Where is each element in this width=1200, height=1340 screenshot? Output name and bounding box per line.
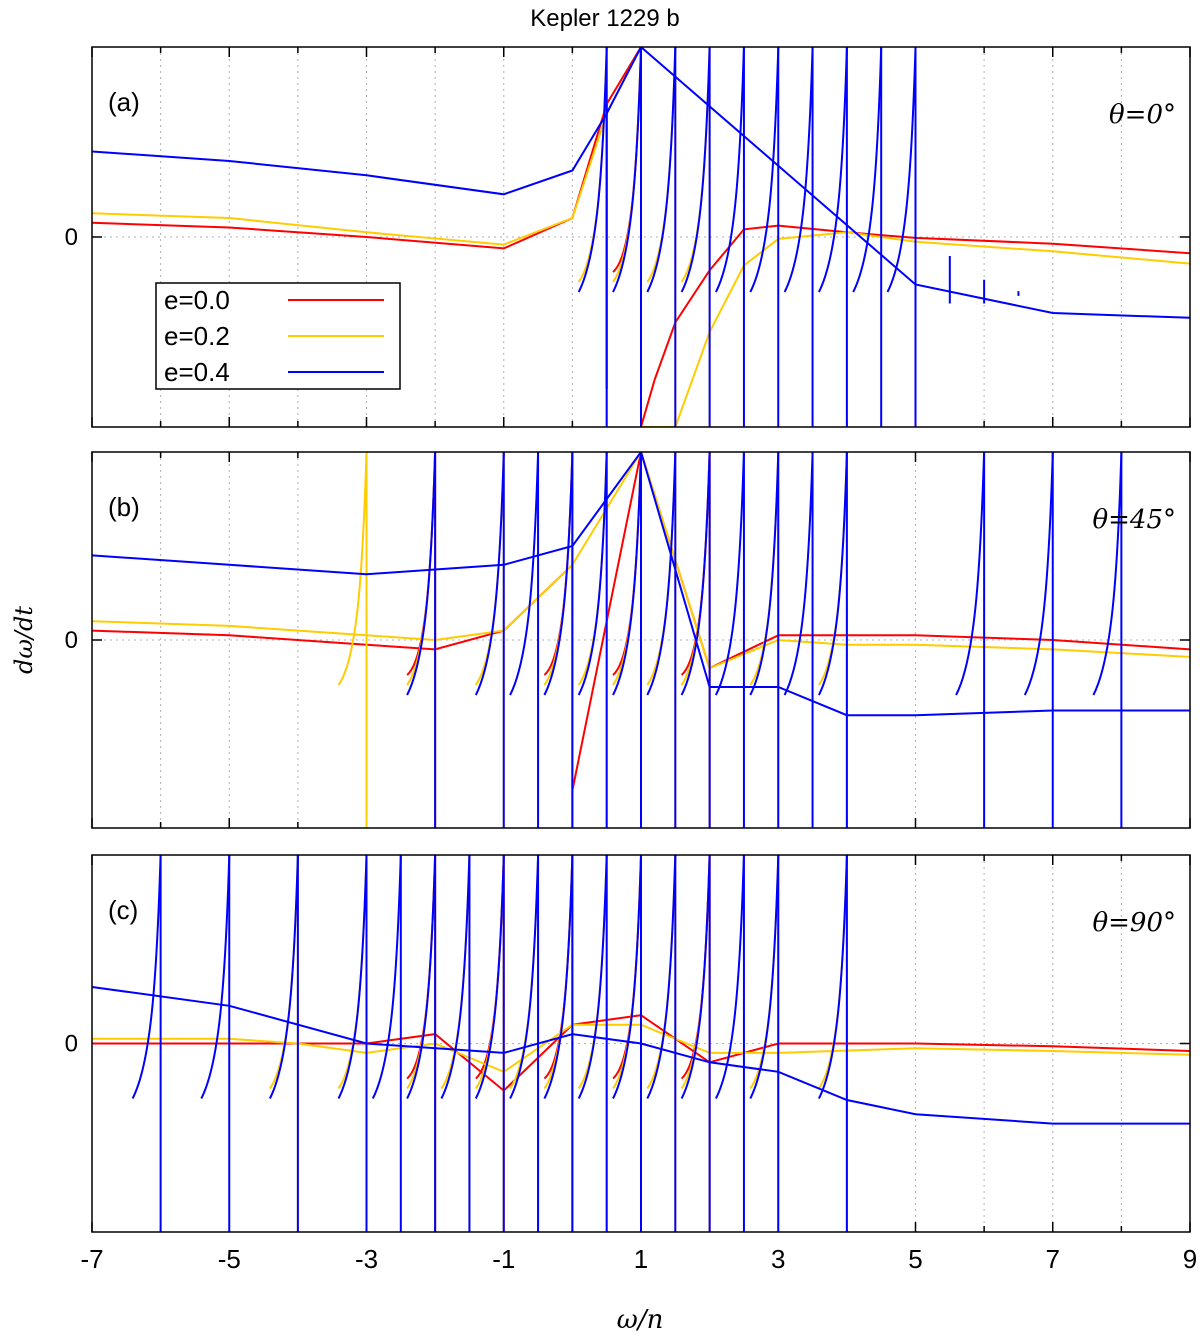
resonance-arm — [1092, 452, 1123, 696]
theta-label: θ=45° — [1092, 505, 1176, 535]
resonance-arm — [646, 47, 677, 293]
resonance-arm — [955, 452, 986, 696]
resonance-arm — [818, 452, 848, 696]
panel-frame — [91, 854, 1191, 1233]
legend: e=0.0 e=0.2 e=0.4 — [155, 282, 401, 390]
x-axis-label: ω/n — [617, 1305, 664, 1335]
x-tick-label: 7 — [1046, 1244, 1060, 1274]
resonance-arm — [577, 47, 608, 293]
panel-3: 0 (c) θ=90° -7 -5 -3 -1 1 3 5 7 9 — [65, 854, 1197, 1274]
series-e=0.4 — [92, 47, 1190, 427]
resonance-arm — [612, 47, 642, 293]
panel-frame — [91, 451, 1191, 829]
resonance-arm — [406, 452, 437, 696]
resonance-arm — [612, 855, 642, 1099]
series-group — [92, 47, 1190, 427]
x-tick-label: -5 — [218, 1244, 241, 1274]
resonance-arm — [783, 452, 814, 696]
resonance-arm — [543, 452, 574, 696]
panel-frame — [91, 46, 1191, 428]
resonance-arm — [783, 47, 814, 293]
resonance-arm — [680, 452, 711, 696]
y-axis-label: dω/dt — [10, 606, 38, 674]
resonance-arm — [612, 452, 642, 696]
resonance-arm — [749, 452, 780, 696]
resonance-arm — [577, 855, 608, 1099]
series-group — [92, 452, 1190, 828]
resonance-arm — [749, 855, 780, 1099]
resonance-arm — [474, 452, 505, 696]
series-group — [92, 855, 1190, 1232]
resonance-arm — [715, 452, 745, 696]
resonance-arm — [680, 855, 711, 1099]
resonance-arm — [337, 452, 368, 686]
resonance-arm — [577, 452, 608, 696]
legend-label: e=0.4 — [164, 357, 230, 387]
resonance-arm — [1023, 452, 1054, 696]
resonance-arm — [269, 855, 299, 1099]
resonance-arm — [337, 855, 368, 1099]
panel-label: (a) — [108, 87, 140, 117]
panel-1: 0 (a) θ=0° e=0.0 e=0.2 e=0.4 — [65, 46, 1191, 428]
panel-label: (c) — [108, 895, 138, 925]
x-tick-label: 3 — [771, 1244, 785, 1274]
theta-label: θ=0° — [1109, 100, 1176, 130]
x-tick-label: -7 — [80, 1244, 103, 1274]
panel-label: (b) — [108, 492, 140, 522]
x-tick-label: 5 — [908, 1244, 922, 1274]
resonance-arm — [886, 47, 917, 293]
x-tick-label: -1 — [492, 1244, 515, 1274]
theta-label: θ=90° — [1092, 908, 1176, 938]
resonance-arm — [715, 855, 745, 1099]
panel-2: 0 (b) θ=45° — [65, 451, 1191, 829]
resonance-arm — [852, 47, 883, 293]
series-e=0.4 — [92, 452, 1190, 828]
resonance-arm — [749, 47, 780, 293]
resonance-arm — [646, 452, 677, 696]
legend-label: e=0.2 — [164, 321, 230, 351]
y-tick-label: 0 — [65, 627, 78, 654]
x-tick-label: 9 — [1183, 1244, 1197, 1274]
legend-label: e=0.0 — [164, 285, 230, 315]
resonance-arm — [818, 855, 848, 1099]
y-tick-label: 0 — [65, 224, 78, 251]
resonance-arm — [371, 855, 402, 1099]
resonance-arm — [509, 452, 540, 696]
resonance-arm — [818, 47, 848, 293]
x-tick-label: 1 — [634, 1244, 648, 1274]
resonance-arm — [200, 855, 231, 1099]
resonance-arm — [406, 855, 437, 1099]
chart-title: Kepler 1229 b — [530, 5, 679, 32]
resonance-arm — [509, 855, 540, 1099]
resonance-arm — [131, 855, 162, 1099]
x-tick-label: -3 — [355, 1244, 378, 1274]
resonance-arm — [543, 855, 574, 1099]
resonance-arm — [715, 47, 745, 293]
resonance-arm — [680, 47, 711, 293]
resonance-arm — [440, 855, 471, 1099]
resonance-arm — [646, 855, 677, 1099]
resonance-arm — [474, 855, 505, 1099]
series-e=0.4 — [92, 855, 1190, 1232]
y-tick-label: 0 — [65, 1031, 78, 1058]
